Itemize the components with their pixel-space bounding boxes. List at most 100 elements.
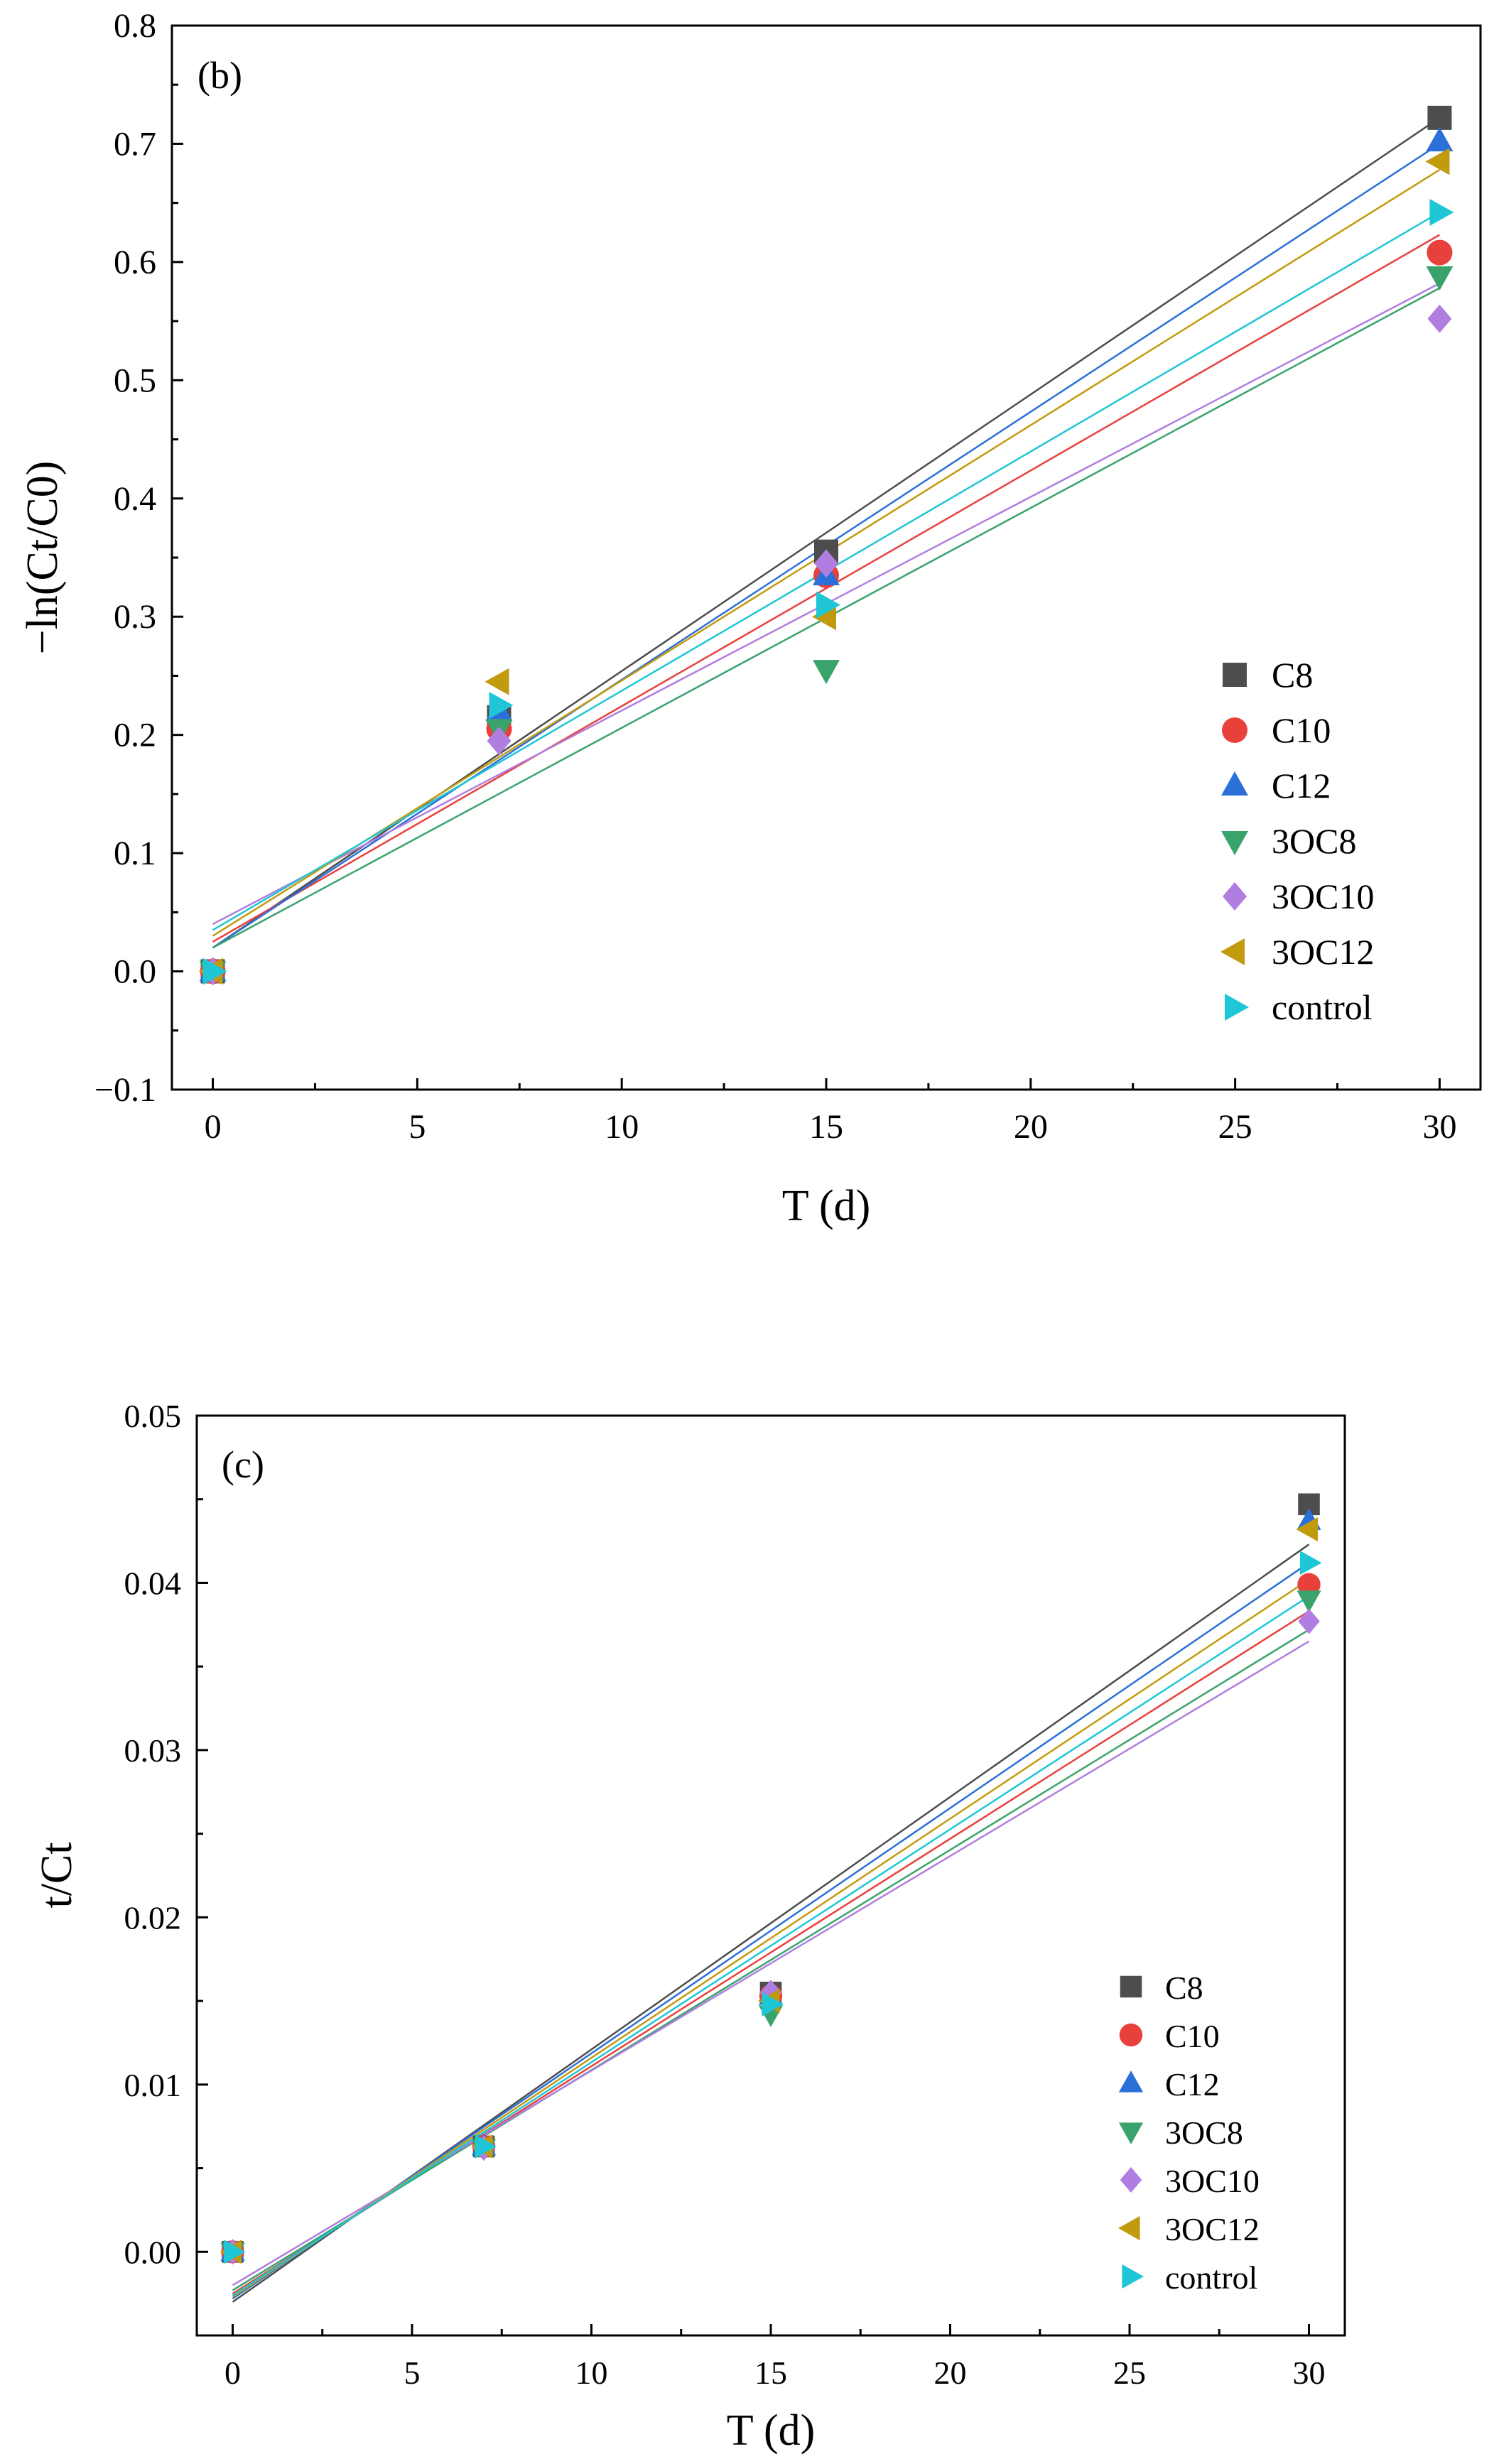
data-point-control — [1299, 1551, 1322, 1575]
legend-label: C8 — [1272, 655, 1313, 695]
legend-label: C8 — [1165, 1970, 1203, 2006]
legend-marker-3oc8 — [1118, 2122, 1144, 2144]
x-tick-label: 5 — [404, 2355, 421, 2391]
data-point-c12 — [1426, 127, 1454, 152]
legend-marker-c10 — [1222, 717, 1247, 743]
data-point-3oc8 — [1297, 1590, 1321, 1612]
data-point-3oc8 — [813, 660, 840, 685]
legend-marker-c8 — [1223, 663, 1247, 687]
fit-line-3oc8 — [232, 1629, 1310, 2291]
legend-label: C12 — [1272, 766, 1331, 805]
x-tick-label: 20 — [934, 2355, 967, 2391]
y-tick-label: 0.4 — [114, 480, 156, 518]
x-tick-label: 0 — [224, 2355, 241, 2391]
data-point-3oc10 — [814, 549, 838, 578]
x-tick-label: 20 — [1014, 1108, 1048, 1146]
fit-line-3oc12 — [232, 1578, 1310, 2298]
y-axis-label: t/Ct — [33, 1842, 81, 1908]
y-tick-label: 0.8 — [114, 7, 156, 45]
y-axis-ticks: −0.1 0.0 0.1 0.2 0.3 0.4 0.5 0.6 0.7 0.8 — [94, 7, 183, 1109]
legend: C8 C10 C12 3OC8 3OC10 3OC12 control — [1220, 655, 1374, 1027]
y-tick-label: 0.0 — [114, 953, 156, 991]
x-tick-label: 25 — [1218, 1108, 1252, 1146]
x-tick-label: 0 — [205, 1108, 222, 1146]
data-point-control — [762, 1992, 784, 2017]
legend-label: C10 — [1272, 710, 1331, 750]
legend-marker-3oc10 — [1223, 882, 1247, 911]
x-axis-ticks: 0 5 10 15 20 25 30 — [205, 1078, 1456, 1146]
y-tick-label: 0.01 — [124, 2067, 182, 2103]
data-point-3oc8 — [1426, 266, 1454, 291]
legend-label: 3OC10 — [1272, 876, 1374, 916]
data-points — [198, 105, 1454, 986]
chart-panel-b: 0 5 10 15 20 25 30 −0.1 0.0 0.1 0.2 0.3 0.4 0.5 0.6 0.… — [18, 7, 1482, 1230]
legend: C8 C10 C12 3OC8 3OC10 3OC12 control — [1118, 1970, 1260, 2296]
legend-marker-3oc12 — [1220, 938, 1245, 965]
y-tick-label: 0.6 — [114, 244, 156, 281]
x-axis-label: T (d) — [727, 2406, 816, 2455]
data-point-c8 — [1298, 1493, 1320, 1516]
fit-lines — [212, 116, 1441, 949]
data-point-c10 — [1297, 1573, 1321, 1597]
legend-marker-c12 — [1118, 2070, 1144, 2093]
data-point-control — [202, 957, 227, 985]
data-point-3oc12 — [1425, 148, 1450, 175]
data-point-3oc10 — [1427, 304, 1452, 333]
y-tick-label: 0.03 — [124, 1732, 182, 1769]
data-point-3oc10 — [1298, 1608, 1320, 1634]
y-tick-label: 0.04 — [124, 1565, 182, 1601]
x-tick-label: 10 — [575, 2355, 608, 2391]
legend-label: 3OC10 — [1165, 2163, 1260, 2199]
legend-marker-c8 — [1120, 1975, 1142, 1998]
data-point-control — [816, 591, 840, 619]
fit-line-c10 — [212, 234, 1441, 943]
legend-marker-control — [1225, 994, 1249, 1021]
x-axis-ticks: 0 5 10 15 20 25 30 — [224, 2324, 1326, 2391]
legend-label: 3OC8 — [1272, 821, 1356, 861]
y-tick-label: 0.02 — [124, 1899, 182, 1936]
fit-line-c12 — [232, 1562, 1310, 2300]
y-tick-label: 0.05 — [124, 1398, 182, 1434]
panel-label: (c) — [222, 1443, 264, 1486]
y-axis-ticks: 0.00 0.01 0.02 0.03 0.04 0.05 — [124, 1398, 208, 2270]
x-tick-label: 15 — [754, 2355, 787, 2391]
legend-label: C10 — [1165, 2018, 1220, 2054]
data-point-control — [223, 2240, 246, 2264]
legend-marker-3oc12 — [1118, 2215, 1140, 2241]
fit-lines — [232, 1543, 1310, 2303]
data-point-c8 — [1427, 105, 1452, 130]
x-tick-label: 25 — [1113, 2355, 1146, 2391]
fit-line-control — [232, 1595, 1310, 2296]
legend-label: control — [1272, 987, 1373, 1027]
data-point-c10 — [1427, 239, 1453, 266]
legend-label: control — [1165, 2259, 1257, 2296]
legend-marker-3oc10 — [1120, 2167, 1142, 2193]
legend-marker-control — [1122, 2264, 1144, 2289]
x-tick-label: 10 — [605, 1108, 639, 1146]
x-tick-label: 5 — [408, 1108, 426, 1146]
y-tick-label: 0.2 — [114, 717, 156, 754]
data-point-control — [475, 2134, 497, 2159]
y-tick-label: 0.7 — [114, 125, 156, 163]
x-tick-label: 15 — [809, 1108, 843, 1146]
panel-label: (b) — [197, 54, 242, 97]
x-axis-label: T (d) — [782, 1182, 871, 1230]
legend-marker-3oc8 — [1221, 831, 1248, 855]
x-tick-label: 30 — [1293, 2355, 1326, 2391]
data-points — [220, 1493, 1322, 2265]
y-tick-label: 0.5 — [114, 362, 156, 399]
data-point-3oc12 — [1296, 1517, 1319, 1542]
legend-label: 3OC12 — [1272, 932, 1374, 972]
chart-panel-c: 0 5 10 15 20 25 30 0.00 0.01 0.02 0.03 0.04 0.05 C8… — [33, 1398, 1346, 2455]
y-axis-label: −ln(Ct/C0) — [18, 461, 67, 655]
y-tick-label: 0.00 — [124, 2234, 182, 2270]
data-point-control — [1429, 198, 1454, 226]
y-tick-label: 0.1 — [114, 835, 156, 872]
data-point-3oc12 — [485, 668, 509, 695]
data-point-control — [489, 692, 514, 720]
data-point-3oc10 — [487, 726, 511, 755]
legend-marker-c12 — [1221, 771, 1248, 796]
y-tick-label: −0.1 — [94, 1071, 156, 1109]
